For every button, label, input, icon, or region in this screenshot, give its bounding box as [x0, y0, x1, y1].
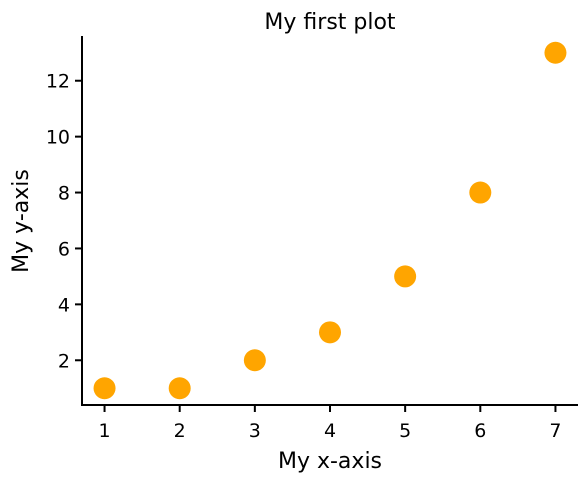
y-tick-label: 4 [58, 294, 70, 316]
x-tick-label: 3 [249, 420, 261, 442]
x-tick-label: 5 [399, 420, 411, 442]
x-axis-label: My x-axis [278, 449, 382, 474]
data-point [243, 349, 266, 372]
x-tick-label: 4 [324, 420, 336, 442]
x-tick-label: 1 [98, 420, 110, 442]
y-tick-label: 10 [46, 127, 70, 149]
y-axis-label: My y-axis [9, 169, 34, 273]
data-point [93, 377, 116, 400]
data-points [93, 41, 567, 400]
chart-title: My first plot [264, 10, 396, 35]
x-tick-label: 6 [474, 420, 486, 442]
y-ticks: 2 4 6 8 10 12 [46, 71, 82, 372]
y-tick-label: 12 [46, 71, 70, 93]
y-tick-label: 2 [58, 350, 70, 372]
y-tick-label: 8 [58, 183, 70, 205]
data-point [319, 321, 341, 344]
x-ticks: 1 2 3 4 5 6 7 [98, 405, 562, 442]
data-point [469, 181, 492, 204]
data-point [394, 265, 417, 288]
x-tick-label: 2 [174, 420, 186, 442]
y-tick-label: 6 [58, 238, 70, 260]
x-tick-label: 7 [549, 420, 561, 442]
data-point [168, 377, 191, 400]
data-point [544, 41, 567, 64]
